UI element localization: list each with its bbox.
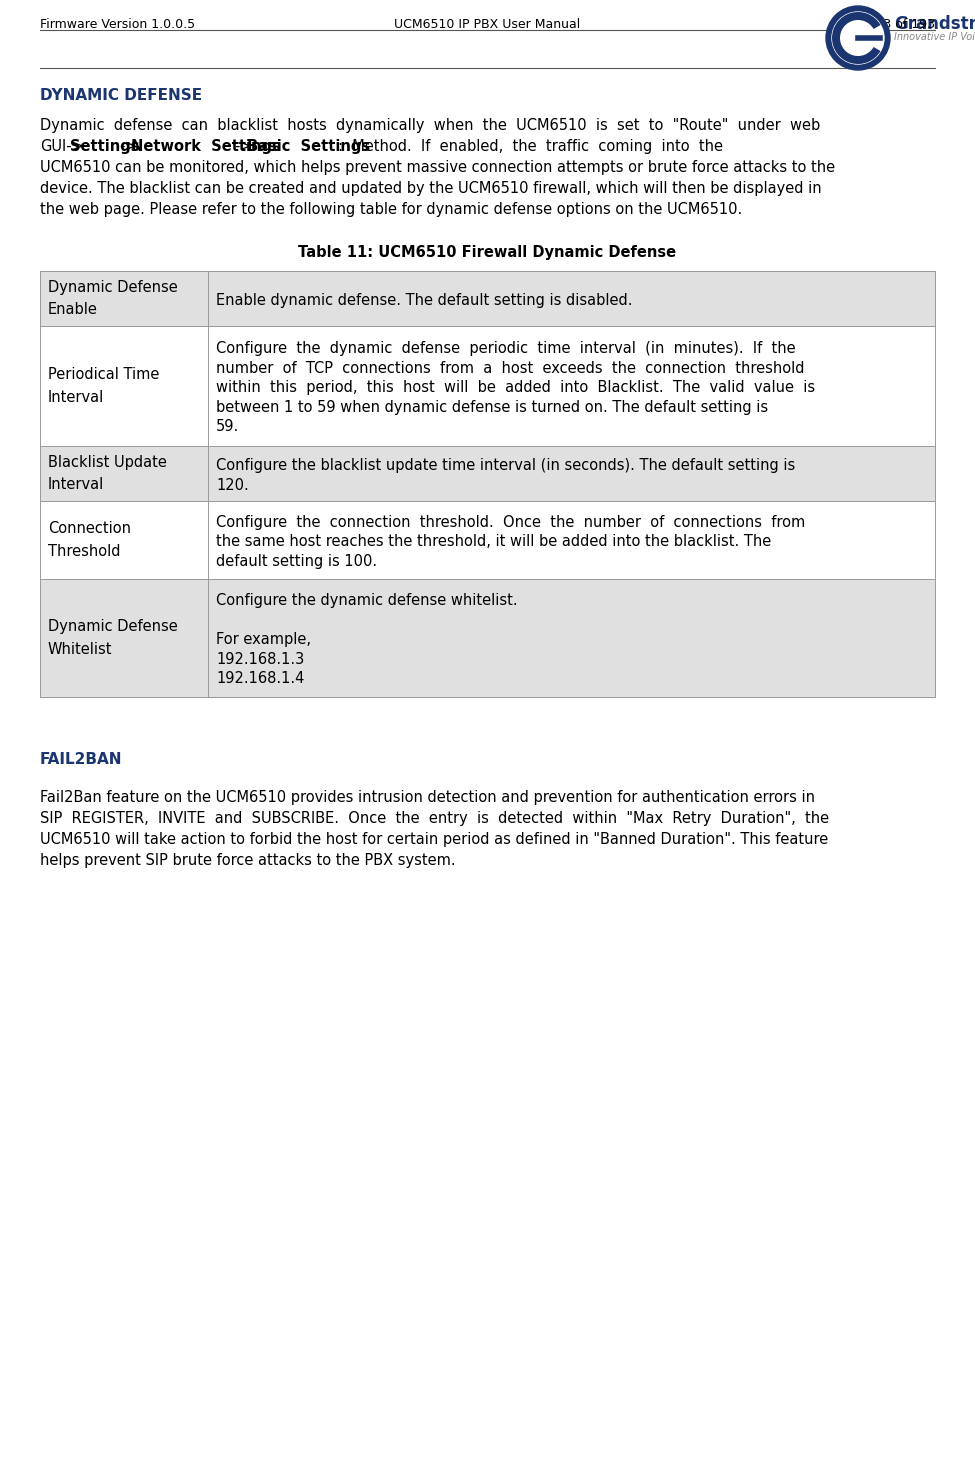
Bar <box>40 270 935 326</box>
Text: DYNAMIC DEFENSE: DYNAMIC DEFENSE <box>40 88 202 103</box>
Text: Enable dynamic defense. The default setting is disabled.: Enable dynamic defense. The default sett… <box>216 293 633 307</box>
Text: Configure  the  connection  threshold.  Once  the  number  of  connections  from: Configure the connection threshold. Once… <box>216 514 805 529</box>
Circle shape <box>826 6 890 71</box>
Text: Configure  the  dynamic  defense  periodic  time  interval  (in  minutes).  If  : Configure the dynamic defense periodic t… <box>216 341 796 356</box>
Text: ->: -> <box>235 140 253 154</box>
Text: SIP  REGISTER,  INVITE  and  SUBSCRIBE.  Once  the  entry  is  detected  within : SIP REGISTER, INVITE and SUBSCRIBE. Once… <box>40 811 829 826</box>
Text: Innovative IP Voice & Video: Innovative IP Voice & Video <box>894 32 975 43</box>
Text: ->: -> <box>119 140 137 154</box>
Text: Configure the dynamic defense whitelist.: Configure the dynamic defense whitelist. <box>216 594 518 609</box>
Text: GUI->: GUI-> <box>40 140 84 154</box>
Text: UCM6510 will take action to forbid the host for certain period as defined in "Ba: UCM6510 will take action to forbid the h… <box>40 832 828 847</box>
Text: FAIL2BAN: FAIL2BAN <box>40 753 123 767</box>
Text: helps prevent SIP brute force attacks to the PBX system.: helps prevent SIP brute force attacks to… <box>40 853 455 867</box>
Text: Table 11: UCM6510 Firewall Dynamic Defense: Table 11: UCM6510 Firewall Dynamic Defen… <box>298 245 677 260</box>
Text: number  of  TCP  connections  from  a  host  exceeds  the  connection  threshold: number of TCP connections from a host ex… <box>216 360 804 376</box>
Text: :  Method.  If  enabled,  the  traffic  coming  into  the: : Method. If enabled, the traffic coming… <box>338 140 722 154</box>
Text: Fail2Ban feature on the UCM6510 provides intrusion detection and prevention for : Fail2Ban feature on the UCM6510 provides… <box>40 789 815 806</box>
Text: Configure the blacklist update time interval (in seconds). The default setting i: Configure the blacklist update time inte… <box>216 459 796 473</box>
Text: Network  Settings: Network Settings <box>132 140 281 154</box>
Bar <box>40 579 935 697</box>
Text: 192.168.1.4: 192.168.1.4 <box>216 672 304 686</box>
Text: between 1 to 59 when dynamic defense is turned on. The default setting is: between 1 to 59 when dynamic defense is … <box>216 400 768 415</box>
Text: Dynamic Defense
Whitelist: Dynamic Defense Whitelist <box>48 619 177 657</box>
Text: Grandstream: Grandstream <box>894 15 975 32</box>
Text: 120.: 120. <box>216 478 249 492</box>
Text: UCM6510 IP PBX User Manual: UCM6510 IP PBX User Manual <box>394 18 581 31</box>
Text: UCM6510 can be monitored, which helps prevent massive connection attempts or bru: UCM6510 can be monitored, which helps pr… <box>40 160 836 175</box>
Bar <box>40 326 935 445</box>
Text: Page 33 of 193: Page 33 of 193 <box>841 18 935 31</box>
Text: Settings: Settings <box>70 140 139 154</box>
Text: Periodical Time
Interval: Periodical Time Interval <box>48 368 159 404</box>
Text: 59.: 59. <box>216 419 239 434</box>
Text: default setting is 100.: default setting is 100. <box>216 554 377 569</box>
Text: Blacklist Update
Interval: Blacklist Update Interval <box>48 454 167 492</box>
Text: within  this  period,  this  host  will  be  added  into  Blacklist.  The  valid: within this period, this host will be ad… <box>216 381 815 395</box>
Text: Dynamic  defense  can  blacklist  hosts  dynamically  when  the  UCM6510  is  se: Dynamic defense can blacklist hosts dyna… <box>40 118 820 132</box>
Text: the same host reaches the threshold, it will be added into the blacklist. The: the same host reaches the threshold, it … <box>216 534 771 550</box>
Text: device. The blacklist can be created and updated by the UCM6510 firewall, which : device. The blacklist can be created and… <box>40 181 822 196</box>
Text: Dynamic Defense
Enable: Dynamic Defense Enable <box>48 279 177 318</box>
Text: Connection
Threshold: Connection Threshold <box>48 522 131 559</box>
Wedge shape <box>832 12 880 65</box>
Text: Firmware Version 1.0.0.5: Firmware Version 1.0.0.5 <box>40 18 195 31</box>
Text: 192.168.1.3: 192.168.1.3 <box>216 651 304 667</box>
Text: For example,: For example, <box>216 632 311 647</box>
Circle shape <box>832 12 884 65</box>
Text: Basic  Settings: Basic Settings <box>247 140 370 154</box>
Text: the web page. Please refer to the following table for dynamic defense options on: the web page. Please refer to the follow… <box>40 201 742 218</box>
Bar <box>40 445 935 501</box>
Bar <box>40 501 935 579</box>
